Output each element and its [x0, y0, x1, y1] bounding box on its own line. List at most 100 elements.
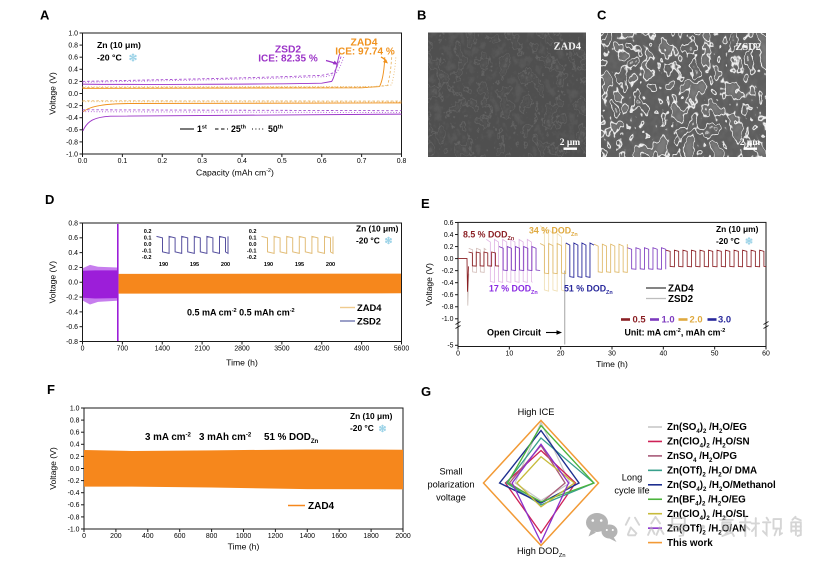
svg-text:1200: 1200 [268, 533, 283, 540]
svg-text:-0.4: -0.4 [68, 490, 80, 497]
svg-text:-0.6: -0.6 [66, 324, 78, 331]
svg-text:-0.2: -0.2 [442, 268, 454, 275]
svg-text:0.6: 0.6 [317, 158, 327, 165]
svg-text:10: 10 [505, 350, 513, 357]
svg-text:-0.2: -0.2 [66, 103, 78, 110]
svg-text:-1.0: -1.0 [66, 151, 78, 158]
svg-text:400: 400 [142, 533, 154, 540]
svg-text:1600: 1600 [332, 533, 347, 540]
svg-text:30: 30 [608, 350, 616, 357]
svg-text:Voltage (V): Voltage (V) [48, 72, 58, 115]
svg-text:195: 195 [295, 262, 304, 268]
svg-text:800: 800 [206, 533, 218, 540]
svg-text:0.7: 0.7 [357, 158, 367, 165]
svg-text:0: 0 [456, 350, 460, 357]
svg-text:E: E [421, 196, 430, 211]
svg-text:-0.8: -0.8 [68, 514, 80, 521]
svg-text:-20 °C: -20 °C [716, 236, 740, 246]
svg-text:1.0: 1.0 [662, 314, 675, 325]
svg-text:0.0: 0.0 [78, 158, 88, 165]
svg-text:This work: This work [667, 538, 713, 549]
svg-text:A: A [40, 8, 50, 23]
svg-text:0.8: 0.8 [70, 418, 80, 425]
svg-text:1.0: 1.0 [70, 405, 80, 412]
svg-text:0.0: 0.0 [70, 466, 80, 473]
svg-text:0.1: 0.1 [249, 235, 257, 241]
svg-text:0.4: 0.4 [237, 158, 247, 165]
svg-text:0.2: 0.2 [249, 229, 257, 235]
svg-text:50: 50 [711, 350, 719, 357]
svg-text:0.6: 0.6 [68, 55, 78, 62]
svg-text:0.4: 0.4 [70, 442, 80, 449]
svg-text:F: F [47, 382, 55, 397]
svg-text:Time (h): Time (h) [228, 542, 260, 552]
svg-text:190: 190 [264, 262, 273, 268]
svg-text:3500: 3500 [274, 345, 289, 352]
svg-text:0.0: 0.0 [144, 242, 152, 248]
svg-text:200: 200 [221, 262, 230, 268]
svg-text:ZAD4: ZAD4 [668, 284, 694, 295]
svg-text:5600: 5600 [394, 345, 409, 352]
svg-text:0.3: 0.3 [197, 158, 207, 165]
svg-text:-1.0: -1.0 [68, 526, 80, 533]
svg-text:-5: -5 [447, 343, 453, 350]
svg-text:-0.6: -0.6 [66, 127, 78, 134]
svg-text:0.4: 0.4 [68, 250, 78, 257]
svg-text:Zn (10 μm): Zn (10 μm) [350, 411, 393, 421]
svg-text:0.1: 0.1 [118, 158, 128, 165]
svg-text:200: 200 [110, 533, 122, 540]
svg-text:0.8: 0.8 [397, 158, 407, 165]
svg-text:0.4: 0.4 [444, 232, 454, 239]
svg-text:0.5 mA cm-2 0.5 mAh cm-2: 0.5 mA cm-2 0.5 mAh cm-2 [187, 308, 295, 318]
svg-text:voltage: voltage [436, 493, 466, 503]
svg-text:-20 °C: -20 °C [356, 236, 380, 246]
svg-text:Time (h): Time (h) [596, 359, 628, 369]
svg-text:-0.8: -0.8 [442, 304, 454, 311]
svg-text:-0.8: -0.8 [66, 339, 78, 346]
svg-text:D: D [45, 192, 54, 207]
svg-text:-0.2: -0.2 [142, 255, 152, 261]
svg-text:60: 60 [762, 350, 770, 357]
svg-text:0: 0 [82, 533, 86, 540]
svg-text:0.2: 0.2 [157, 158, 167, 165]
svg-text:Zn(BF4)2 /H2O/EG: Zn(BF4)2 /H2O/EG [667, 494, 746, 507]
svg-text:51 % DODZn: 51 % DODZn [264, 432, 319, 445]
svg-text:Voltage (V): Voltage (V) [48, 447, 58, 490]
svg-text:4200: 4200 [314, 345, 329, 352]
svg-text:0.5: 0.5 [633, 314, 646, 325]
svg-text:40: 40 [659, 350, 667, 357]
svg-text:0.2: 0.2 [68, 79, 78, 86]
svg-text:ICE: 97.74 %: ICE: 97.74 % [335, 46, 395, 57]
svg-text:195: 195 [190, 262, 199, 268]
svg-text:Zn (10 μm): Zn (10 μm) [356, 224, 399, 234]
svg-text:-0.2: -0.2 [247, 255, 257, 261]
svg-text:1800: 1800 [363, 533, 378, 540]
svg-text:-20 °C: -20 °C [97, 53, 122, 63]
svg-text:0.0: 0.0 [249, 242, 257, 248]
svg-text:0.6: 0.6 [444, 220, 454, 227]
svg-text:0.5: 0.5 [277, 158, 287, 165]
svg-text:Voltage (V): Voltage (V) [48, 261, 58, 304]
svg-text:0.6: 0.6 [68, 235, 78, 242]
svg-text:0.1: 0.1 [144, 235, 152, 241]
svg-text:0.2: 0.2 [68, 265, 78, 272]
svg-text:Voltage (V): Voltage (V) [424, 263, 434, 306]
svg-text:cycle life: cycle life [614, 486, 649, 496]
svg-text:B: B [417, 8, 426, 23]
svg-text:2 μm: 2 μm [740, 138, 761, 148]
svg-text:700: 700 [117, 345, 129, 352]
svg-text:Zn (10 μm): Zn (10 μm) [97, 40, 141, 50]
svg-text:2 μm: 2 μm [560, 138, 581, 148]
svg-text:600: 600 [174, 533, 186, 540]
svg-text:0.2: 0.2 [70, 454, 80, 461]
svg-text:-0.4: -0.4 [442, 280, 454, 287]
svg-text:ZSD2: ZSD2 [735, 42, 761, 53]
svg-text:polarization: polarization [428, 480, 475, 490]
svg-text:-0.6: -0.6 [442, 292, 454, 299]
svg-text:Zn(OTf)2 /H2O/ DMA: Zn(OTf)2 /H2O/ DMA [667, 466, 757, 479]
svg-text:0.6: 0.6 [70, 430, 80, 437]
svg-text:ICE: 82.35 %: ICE: 82.35 % [258, 53, 318, 64]
svg-text:ZAD4: ZAD4 [357, 302, 382, 313]
svg-text:Long: Long [622, 473, 642, 483]
svg-text:0.0: 0.0 [68, 91, 78, 98]
